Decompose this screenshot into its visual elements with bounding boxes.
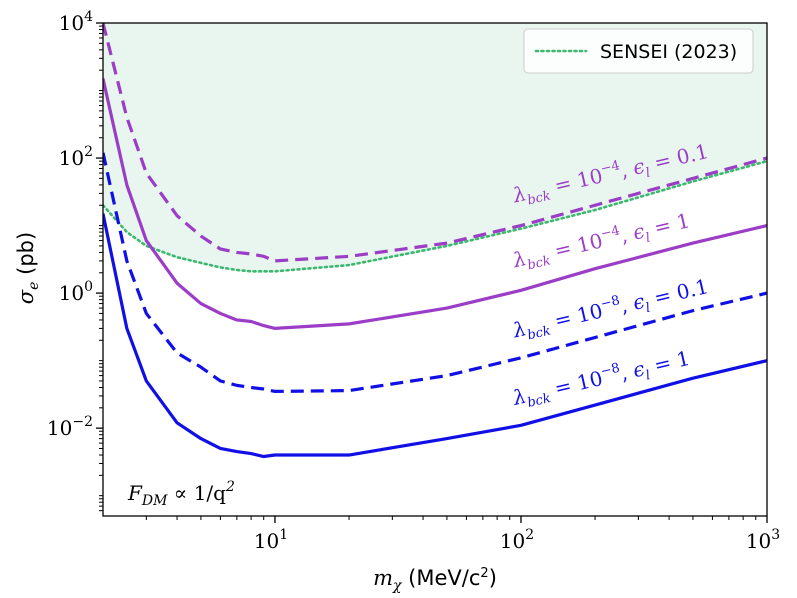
series-line-4 <box>103 213 767 459</box>
model-formula: FDM ∝ 1/q2 <box>127 479 235 509</box>
series-line-1 <box>103 23 767 263</box>
y-tick-label: 102 <box>59 144 93 170</box>
x-tick-label: 103 <box>746 527 780 553</box>
plot-frame <box>102 22 768 517</box>
legend-sensei-label: SENSEI (2023) <box>600 41 737 63</box>
series-line-3 <box>103 152 767 394</box>
y-tick-label: 100 <box>59 279 93 305</box>
y-axis-label: σe (pb) <box>14 232 42 304</box>
sensei-excluded-region <box>103 23 767 272</box>
plot-area <box>103 23 767 459</box>
x-axis-label: mχ (MeV/c2) <box>373 566 497 594</box>
y-tick-label: 104 <box>59 9 93 35</box>
x-tick-label: 102 <box>500 527 534 553</box>
series-line-0 <box>103 159 767 273</box>
series-line-2 <box>103 78 767 331</box>
legend: SENSEI (2023) <box>523 28 754 74</box>
x-tick-label: 101 <box>254 527 288 553</box>
legend-box <box>523 28 754 74</box>
axis-ticks: 101 102 103 10−2 100 102 104 <box>47 9 780 553</box>
y-tick-label: 10−2 <box>47 414 93 440</box>
